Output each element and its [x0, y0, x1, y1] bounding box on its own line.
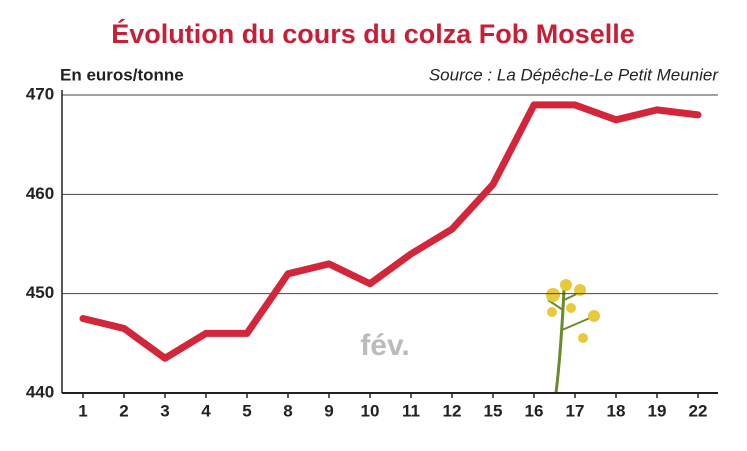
- x-tick-label: 4: [201, 401, 211, 420]
- line: [79, 101, 702, 362]
- y-tick-label: 450: [26, 283, 54, 302]
- annotation: fév.: [360, 329, 409, 362]
- x-tick-label: 9: [324, 401, 333, 420]
- y-tick-label: 470: [26, 84, 54, 103]
- x-tick-label: 8: [283, 401, 292, 420]
- source: Source : La Dépêche-Le Petit Meunier: [429, 65, 720, 84]
- x-tick-label: 11: [402, 401, 420, 420]
- x-tick-label: 12: [443, 401, 462, 420]
- x-tick-label: 18: [607, 401, 626, 420]
- chart-title: Évolution du cours du colza Fob Moselle: [111, 18, 635, 49]
- y-tick-label: 460: [26, 184, 54, 203]
- x-tick-label: 10: [361, 401, 380, 420]
- x-tick-label: 19: [648, 401, 667, 420]
- x-tick-label: 22: [689, 401, 708, 420]
- x-tick-label: 1: [78, 401, 87, 420]
- y-axis-label: En euros/tonne: [60, 65, 184, 84]
- flower-illustration: [546, 279, 600, 394]
- x-tick-label: 3: [160, 401, 169, 420]
- x-tick-label: 15: [484, 401, 503, 420]
- x-tick-label: 17: [566, 401, 585, 420]
- x-tick-label: 2: [119, 401, 128, 420]
- y-tick-label: 440: [26, 382, 54, 401]
- x-tick-label: 16: [525, 401, 544, 420]
- x-tick-label: 5: [242, 401, 251, 420]
